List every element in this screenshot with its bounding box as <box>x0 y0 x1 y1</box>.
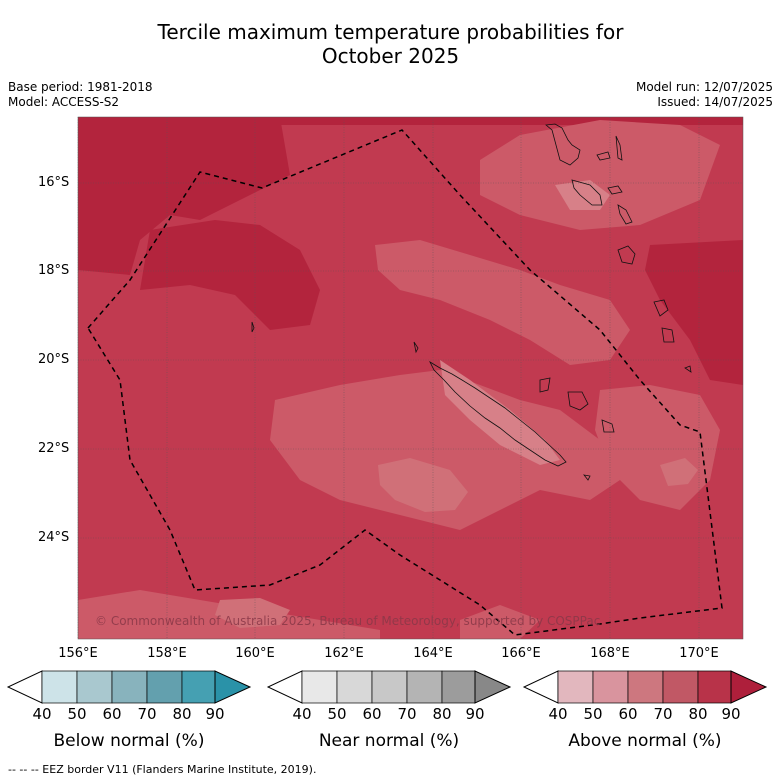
near-tick-90: 90 <box>465 705 485 723</box>
low-prob-region-east <box>660 458 698 486</box>
copyright-notice: © Commonwealth of Australia 2025, Bureau… <box>95 614 601 628</box>
coastlines <box>251 123 692 481</box>
colorbar-title-below: Below normal (%) <box>53 731 205 751</box>
isle-of-pines <box>583 474 591 481</box>
eez-border <box>87 129 723 636</box>
low-prob-region-sw <box>215 598 290 628</box>
below-tick-90: 90 <box>205 705 225 723</box>
above-tick-70: 70 <box>653 705 673 723</box>
vanuatu-island-3 <box>571 179 603 206</box>
lon-label-162e: 162°E <box>324 646 364 661</box>
vanuatu-island-5 <box>617 204 633 225</box>
reef-island <box>413 341 419 354</box>
colorbar-above <box>522 670 768 704</box>
graticule <box>77 117 743 639</box>
colorbar-near <box>266 670 512 704</box>
low-prob-region-van <box>555 180 610 210</box>
chesterfield-islands <box>251 321 255 333</box>
high-prob-region-w <box>140 220 320 330</box>
below-tick-60: 60 <box>102 705 122 723</box>
near-tick-40: 40 <box>292 705 312 723</box>
low-prob-region-nz <box>440 360 560 465</box>
near-tick-70: 70 <box>397 705 417 723</box>
above-tick-80: 80 <box>688 705 708 723</box>
above-tick-60: 60 <box>618 705 638 723</box>
below-tick-50: 50 <box>67 705 87 723</box>
vanuatu-island-6 <box>617 245 636 265</box>
lon-label-164e: 164°E <box>413 646 453 661</box>
above-tick-40: 40 <box>548 705 568 723</box>
lon-label-158e: 158°E <box>147 646 187 661</box>
high-prob-region-top <box>78 117 743 125</box>
below-tick-80: 80 <box>172 705 192 723</box>
base-period: Base period: 1981-2018 <box>8 80 153 94</box>
low-prob-region-center <box>378 458 468 512</box>
lon-label-170e: 170°E <box>679 646 719 661</box>
lat-label-24s: 24°S <box>38 530 70 545</box>
colorbar-below <box>6 670 252 704</box>
vanuatu-north-outline <box>545 123 581 166</box>
vanuatu-island-2 <box>615 135 623 161</box>
meta-right: Model run: 12/07/2025 Issued: 14/07/2025 <box>636 80 773 110</box>
lat-label-18s: 18°S <box>38 263 70 278</box>
vanuatu-island-4 <box>607 185 623 195</box>
lat-label-20s: 20°S <box>38 352 70 367</box>
new-caledonia-outline <box>429 360 567 467</box>
colorbar-title-above: Above normal (%) <box>568 731 722 751</box>
title-line-1: Tercile maximum temperature probabilitie… <box>157 20 624 44</box>
loyalty-island-2 <box>567 391 589 411</box>
mid-prob-region-south <box>270 370 620 530</box>
lat-label-16s: 16°S <box>38 175 70 190</box>
near-tick-60: 60 <box>362 705 382 723</box>
vanuatu-island-8 <box>661 327 675 343</box>
title-line-2: October 2025 <box>321 44 460 68</box>
loyalty-island-4 <box>684 365 692 373</box>
above-tick-50: 50 <box>583 705 603 723</box>
loyalty-island-1 <box>539 377 551 393</box>
vanuatu-island-1 <box>596 151 611 161</box>
model-name: Model: ACCESS-S2 <box>8 95 120 109</box>
below-tick-40: 40 <box>32 705 52 723</box>
model-run: Model run: 12/07/2025 <box>635 80 773 94</box>
vanuatu-island-7 <box>653 299 669 317</box>
loyalty-island-3 <box>601 419 615 433</box>
lon-label-166e: 166°E <box>501 646 541 661</box>
near-tick-80: 80 <box>432 705 452 723</box>
high-prob-region-e <box>645 240 743 385</box>
probability-field <box>78 117 743 639</box>
lon-label-160e: 160°E <box>235 646 275 661</box>
meta-left: Base period: 1981-2018 Model: ACCESS-S2 <box>8 80 153 110</box>
below-tick-70: 70 <box>137 705 157 723</box>
lon-label-156e: 156°E <box>58 646 98 661</box>
issued-date: Issued: 14/07/2025 <box>657 95 773 109</box>
lat-label-22s: 22°S <box>38 441 70 456</box>
above-tick-90: 90 <box>721 705 741 723</box>
eez-footnote: -- -- -- EEZ border V11 (Flanders Marine… <box>8 763 317 776</box>
mid-prob-region-ne <box>480 120 720 230</box>
lon-label-168e: 168°E <box>590 646 630 661</box>
map-title: Tercile maximum temperature probabilitie… <box>0 20 781 68</box>
colorbar-title-near: Near normal (%) <box>318 731 460 751</box>
mid-prob-region-bottom-r <box>460 605 540 639</box>
near-tick-50: 50 <box>327 705 347 723</box>
